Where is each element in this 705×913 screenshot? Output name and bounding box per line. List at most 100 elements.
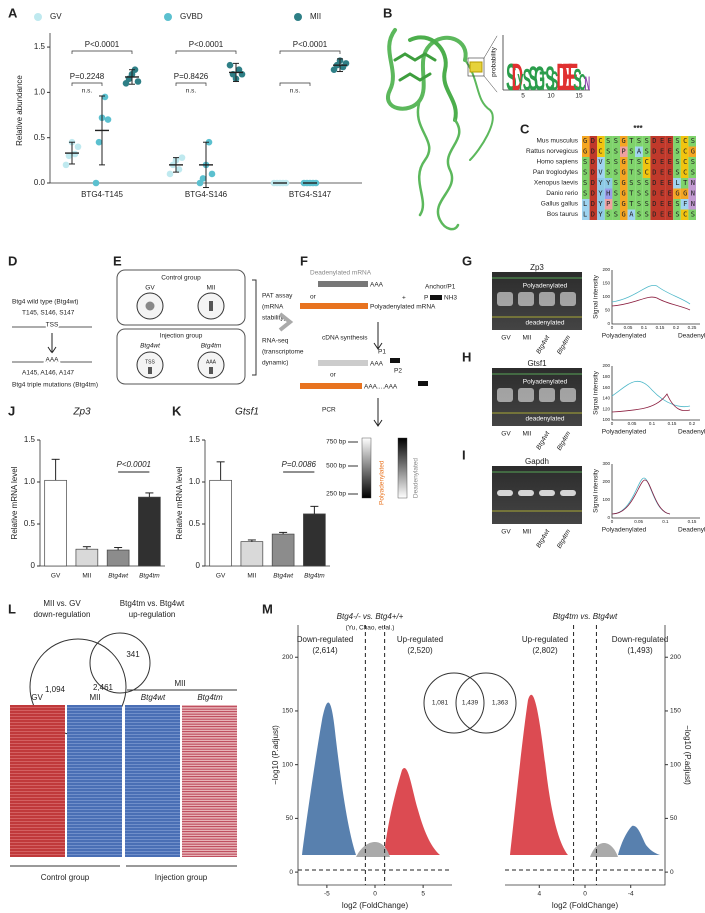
residue-cell [673,146,681,157]
chevron [278,312,294,332]
residue-cell [597,136,605,147]
residue-cell [650,188,658,199]
data-point [175,166,183,173]
x-tick-label: Btg4tm [139,573,160,580]
residue-cell [673,178,681,189]
y-axis-label: −log10 (P.adjust) [271,725,280,785]
residue-cell [658,188,666,199]
bar [138,496,161,567]
bar [271,533,295,567]
bar [209,479,232,567]
residue-cell [582,136,590,147]
logo-letter: T [540,68,547,97]
data-point [74,143,82,151]
label: PCR [322,407,336,414]
residue-cell [612,146,620,157]
residue-cell [665,188,674,199]
label: 750 bp [326,439,346,446]
gel-title: Gapdh [525,457,549,466]
bar [240,541,264,567]
residue-cell [620,146,628,157]
x-axis-label: log2 (FoldChange) [342,901,409,910]
y-axis-label: −log10 (P.adjust) [683,725,692,785]
label: + [402,295,406,302]
residue-cell [688,178,696,189]
label: AAA....AAA [364,384,398,391]
data-point [226,61,234,69]
data-point [134,78,142,85]
label: (2,802) [532,646,558,655]
lane-label: Btg4tm [556,334,573,356]
label: P [424,295,428,302]
residue-cell [582,199,590,210]
logo-letter: G [534,59,545,98]
y-tick-label: 0.5 [34,133,46,142]
heatmap-column [125,705,180,857]
y-tick-label: 0 [196,561,201,570]
residue-cell [642,199,651,210]
residue-cell [680,136,689,147]
y-tick-label: 1.5 [24,435,36,444]
p-value: P=0.8426 [174,72,209,81]
residue-cell [673,188,681,199]
gel-band [497,292,513,306]
arrow [47,333,57,354]
heatmap-column [182,705,237,857]
panel-l: MII vs. GV down-regulation Btg4tm vs. Bt… [10,599,237,882]
lane-label: MII [522,335,531,342]
residue-cell [650,146,658,157]
residue-cell [673,209,681,220]
lane-label: Btg4wt [535,429,552,451]
axis [611,270,700,325]
venn-count: 1,363 [492,700,509,707]
x-tick-label: 0 [373,891,377,898]
x-tick-label: 0.1 [649,421,656,426]
y-tick-label: 0.5 [189,519,201,528]
y-tick-label: 0.5 [24,519,36,528]
residue-cell [627,209,636,220]
residue-cell [582,146,590,157]
x-end-label: Polyadenylated [602,429,647,436]
x-tick-label: MII [247,573,256,580]
panel-d: Btg4 wild type (Btg4wt) T145, S146, S147… [12,299,98,389]
bar [44,479,67,567]
residue-cell [680,157,689,168]
residue-cell [612,136,620,147]
y-tick-label: 1.5 [189,435,201,444]
logo-tick: 15 [575,93,583,100]
mrna [318,281,368,287]
label: Deadenylated mRNA [310,270,372,277]
bracket [175,82,207,86]
label: Up-regulated [397,635,443,644]
logo-letter: D [556,57,568,99]
residue-cell [597,188,605,199]
x-tick-label: BTG4-S147 [289,190,332,199]
y-tick-label: 100 [602,294,610,299]
residue-cell [620,167,628,178]
residue-cell [604,167,613,178]
residue-cell [688,199,696,210]
residue-cell [642,157,651,168]
x-tick-label: 0 [611,519,614,524]
label: cDNA synthesis [322,335,368,342]
gel-title: Zp3 [530,263,544,272]
residue-cell [665,209,674,220]
bracket [279,50,341,54]
x-tick-label: 0.05 [634,519,643,524]
y-axis-label: Relative mRNA level [10,466,19,539]
x-tick-label: 0.2 [673,325,680,330]
label: Up-regulated [522,635,568,644]
bracket [252,279,257,376]
species-name: Rattus norvegicus [526,148,579,155]
logo-letter: S [573,63,582,97]
x-tick-label: GV [51,573,61,580]
residue-cell [635,136,643,147]
residue-cell [627,199,636,210]
label: TSS [145,359,155,365]
residue-cell [604,146,613,157]
y-tick-label: 150 [282,708,293,715]
panel-label: L [8,601,16,616]
residue-cell [688,188,696,199]
panel-label: I [462,447,466,462]
y-tick-label: 100 [670,761,681,768]
